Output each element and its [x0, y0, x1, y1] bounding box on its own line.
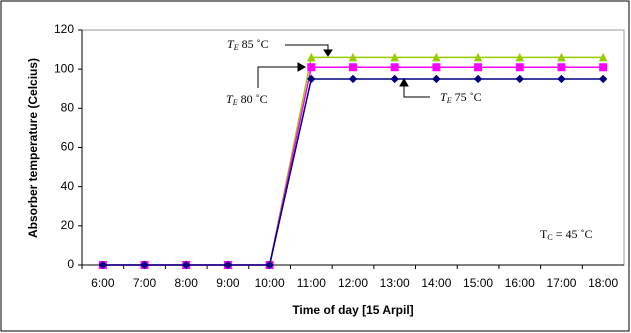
x-tick-label: 10:00: [255, 276, 285, 290]
x-tick-label: 6:00: [91, 276, 115, 290]
annotation: TE 80 ˚C: [226, 92, 268, 107]
x-tick-label: 18:00: [588, 276, 618, 290]
y-axis-label: Absorber temperature (Celcius): [26, 58, 40, 238]
marker: [140, 260, 149, 270]
annotation: TE 75 ˚C: [440, 90, 482, 105]
marker: [599, 63, 608, 72]
annotation-symbol: T: [540, 227, 548, 241]
annotation-arrows: [257, 44, 430, 98]
marker: [390, 52, 400, 62]
arrow-head: [323, 49, 333, 57]
marker: [474, 63, 483, 72]
x-tick-label: 13:00: [380, 276, 410, 290]
y-tick-label: 120: [54, 22, 74, 36]
annotation-subscript: C: [547, 233, 552, 242]
x-tick-label: 15:00: [463, 276, 493, 290]
annotation: TE 85 ˚C: [227, 37, 269, 52]
annotation-subscript: E: [232, 98, 238, 107]
annotation-text: = 45 ˚C: [553, 227, 593, 241]
annotation-symbol: T: [227, 37, 235, 51]
annotation-text: 85 ˚C: [239, 37, 269, 51]
arrow-head: [297, 62, 307, 72]
y-tick-label: 40: [61, 179, 75, 193]
marker: [515, 74, 524, 84]
marker: [307, 63, 316, 72]
y-tick-label: 60: [61, 140, 75, 154]
marker: [98, 260, 108, 270]
arrow-head: [399, 77, 409, 87]
x-tick-label: 17:00: [546, 276, 576, 290]
marker: [598, 52, 608, 62]
arrow: [403, 84, 430, 98]
marker: [473, 52, 483, 62]
annotation-text: 75 ˚C: [452, 90, 482, 104]
annotation-subscript: E: [446, 96, 452, 105]
x-tick-label: 14:00: [421, 276, 451, 290]
marker: [390, 63, 399, 72]
marker: [557, 63, 566, 72]
annotation-subscript: E: [233, 43, 239, 52]
marker: [432, 74, 441, 84]
marker: [598, 74, 608, 84]
marker: [348, 52, 358, 62]
marker: [473, 74, 483, 84]
annotation-symbol: T: [440, 90, 448, 104]
marker: [307, 74, 316, 84]
marker: [432, 52, 441, 62]
marker: [515, 52, 525, 62]
x-tick-label: 8:00: [175, 276, 199, 290]
marker: [557, 74, 566, 84]
x-axis-label: Time of day [15 Arpil]: [292, 303, 413, 317]
annotation: TC = 45 ˚C: [540, 227, 592, 242]
marker: [223, 260, 233, 270]
y-tick-label: 100: [54, 61, 74, 75]
marker: [390, 74, 399, 84]
marker: [306, 52, 316, 62]
marker: [348, 74, 358, 84]
marker: [265, 260, 274, 270]
marker: [432, 63, 441, 72]
y-tick-label: 80: [61, 101, 75, 115]
marker: [557, 52, 566, 62]
marker: [349, 63, 357, 72]
x-tick-label: 7:00: [133, 276, 157, 290]
annotation-text: 80 ˚C: [238, 92, 268, 106]
annotation-symbol: T: [226, 92, 234, 106]
y-tick-label: 20: [61, 218, 75, 232]
marker: [515, 63, 524, 72]
x-tick-label: 11:00: [297, 276, 326, 290]
x-tick-label: 9:00: [216, 276, 240, 290]
x-tick-label: 16:00: [505, 276, 535, 290]
marker: [182, 260, 191, 270]
y-tick-label: 0: [67, 257, 74, 271]
arrow: [257, 66, 301, 88]
x-tick-label: 12:00: [338, 276, 368, 290]
